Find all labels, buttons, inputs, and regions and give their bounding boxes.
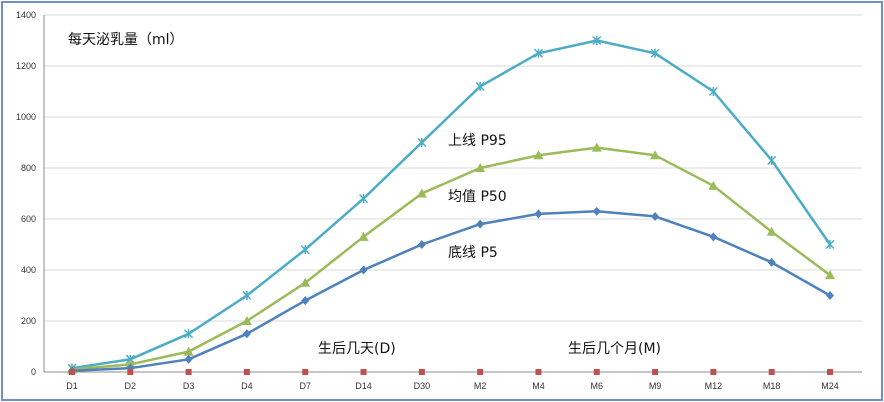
x-axis: D1 D2 D3 D4 D7 D14 D30 M2 M4 M6 M9 M12 M18 M24 bbox=[66, 381, 839, 391]
series-line bbox=[71, 210, 831, 372]
x-tick-label: M24 bbox=[821, 381, 839, 391]
x-tick-label: M12 bbox=[705, 381, 723, 391]
series-1 bbox=[67, 142, 835, 374]
data-point bbox=[708, 86, 718, 97]
y-axis: 0 200 400 600 800 1000 1200 1400 bbox=[16, 10, 45, 377]
data-point bbox=[826, 291, 834, 300]
x-tick-label: D7 bbox=[299, 381, 311, 391]
baseline-marker bbox=[827, 369, 833, 375]
data-point bbox=[359, 194, 369, 204]
data-point bbox=[708, 180, 719, 190]
baseline-marker bbox=[243, 369, 250, 375]
x-tick-label: M6 bbox=[591, 381, 604, 391]
annotation-days: 生后几天(D) bbox=[318, 341, 396, 357]
data-point bbox=[184, 354, 193, 364]
x-tick-label: D2 bbox=[125, 381, 137, 391]
x-tick-label: M9 bbox=[649, 381, 662, 391]
x-tick-label: M18 bbox=[763, 381, 781, 391]
data-point bbox=[241, 316, 252, 325]
data-point bbox=[417, 240, 426, 249]
series-label-p95: 上线 P95 bbox=[448, 133, 507, 149]
x-tick-label: D3 bbox=[183, 381, 195, 391]
data-point bbox=[825, 239, 835, 250]
series-line bbox=[71, 146, 831, 371]
baseline-marker bbox=[418, 369, 425, 375]
x-tick-label: D4 bbox=[241, 381, 253, 391]
data-point bbox=[767, 155, 777, 165]
x-tick-label: D14 bbox=[355, 381, 372, 391]
x-tick-label: M4 bbox=[532, 381, 545, 391]
data-point bbox=[183, 346, 194, 356]
x-tick-label: D30 bbox=[414, 381, 431, 391]
baseline-marker bbox=[69, 369, 75, 375]
data-point bbox=[650, 150, 661, 160]
data-point bbox=[534, 209, 543, 219]
data-point bbox=[592, 206, 601, 216]
baseline-marker bbox=[185, 369, 192, 375]
data-point bbox=[475, 163, 486, 172]
data-point bbox=[242, 290, 252, 301]
series-group bbox=[67, 35, 835, 376]
data-point bbox=[475, 81, 485, 91]
data-point bbox=[651, 211, 660, 221]
data-point bbox=[301, 296, 310, 306]
baseline-marker bbox=[127, 369, 134, 375]
series-label-p50: 均值 P50 bbox=[448, 189, 507, 205]
series-2 bbox=[68, 206, 834, 376]
data-point bbox=[300, 245, 310, 255]
y-tick-label: 1000 bbox=[16, 112, 36, 122]
data-point bbox=[359, 265, 368, 275]
y-tick-label: 1200 bbox=[16, 61, 36, 71]
y-tick-label: 1400 bbox=[16, 10, 36, 20]
x-tick-label: D1 bbox=[66, 381, 78, 391]
y-tick-label: 400 bbox=[21, 265, 36, 275]
baseline-marker bbox=[360, 369, 367, 375]
baseline-marker bbox=[652, 369, 659, 375]
baseline-markers bbox=[69, 369, 833, 375]
y-tick-label: 0 bbox=[31, 367, 36, 377]
data-point bbox=[416, 188, 427, 198]
y-tick-label: 200 bbox=[21, 316, 36, 326]
data-point bbox=[650, 48, 660, 58]
baseline-marker bbox=[593, 369, 600, 375]
baseline-marker bbox=[768, 369, 775, 375]
annotation-months: 生后几个月(M) bbox=[568, 341, 661, 357]
baseline-marker bbox=[710, 369, 717, 375]
baseline-marker bbox=[477, 369, 484, 375]
data-point bbox=[476, 219, 485, 229]
data-point bbox=[533, 48, 543, 58]
y-tick-label: 600 bbox=[21, 214, 36, 224]
data-point bbox=[591, 142, 602, 152]
chart-title: 每天泌乳量（ml） bbox=[68, 32, 184, 48]
data-point bbox=[709, 232, 718, 242]
series-line bbox=[71, 39, 832, 370]
baseline-marker bbox=[535, 369, 542, 375]
data-point bbox=[767, 257, 776, 267]
data-point bbox=[242, 329, 251, 339]
data-point bbox=[300, 277, 311, 287]
data-point bbox=[592, 35, 602, 46]
series-label-p5: 底线 P5 bbox=[448, 245, 498, 261]
y-tick-label: 800 bbox=[21, 163, 36, 173]
series-0 bbox=[67, 35, 835, 373]
gridlines bbox=[44, 14, 862, 373]
baseline-marker bbox=[302, 369, 309, 375]
data-point bbox=[184, 329, 194, 339]
data-point bbox=[358, 231, 369, 241]
data-point bbox=[766, 226, 777, 236]
data-point bbox=[533, 150, 544, 160]
data-point bbox=[417, 137, 427, 148]
data-point bbox=[825, 270, 835, 280]
x-tick-label: M2 bbox=[474, 381, 487, 391]
